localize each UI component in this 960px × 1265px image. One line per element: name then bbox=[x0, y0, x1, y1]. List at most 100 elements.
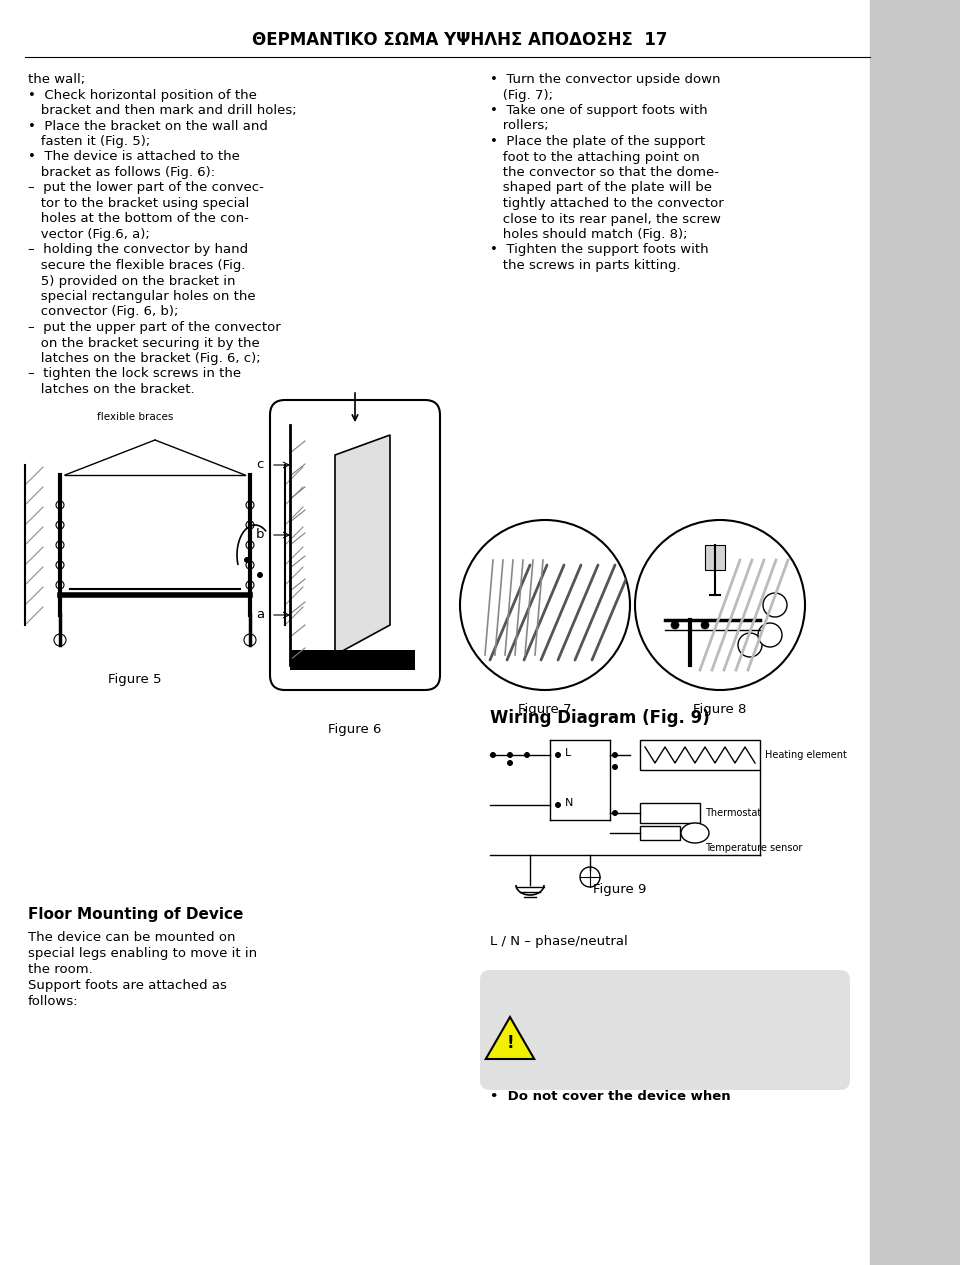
Text: a: a bbox=[256, 608, 264, 621]
Circle shape bbox=[246, 541, 254, 549]
Bar bbox=[870, 0, 960, 1265]
Text: rollers;: rollers; bbox=[490, 119, 548, 133]
Text: convector (Fig. 6, b);: convector (Fig. 6, b); bbox=[28, 306, 179, 319]
Circle shape bbox=[246, 521, 254, 529]
Text: bracket as follows (Fig. 6):: bracket as follows (Fig. 6): bbox=[28, 166, 215, 180]
Text: Temperature sensor: Temperature sensor bbox=[705, 842, 803, 853]
Text: the room.: the room. bbox=[28, 963, 93, 977]
Bar bbox=[640, 826, 680, 840]
Text: The device can be mounted on: The device can be mounted on bbox=[28, 931, 235, 944]
Text: foot to the attaching point on: foot to the attaching point on bbox=[490, 151, 700, 163]
Text: •  Place the plate of the support: • Place the plate of the support bbox=[490, 135, 706, 148]
Text: vector (Fig.6, a);: vector (Fig.6, a); bbox=[28, 228, 150, 242]
Circle shape bbox=[257, 572, 263, 578]
Text: special rectangular holes on the: special rectangular holes on the bbox=[28, 290, 255, 304]
Circle shape bbox=[246, 560, 254, 569]
Circle shape bbox=[56, 521, 64, 529]
Circle shape bbox=[246, 581, 254, 589]
Text: Heating element: Heating element bbox=[765, 750, 847, 760]
Circle shape bbox=[507, 760, 513, 767]
Text: special legs enabling to move it in: special legs enabling to move it in bbox=[28, 947, 257, 960]
Text: the screws in parts kitting.: the screws in parts kitting. bbox=[490, 259, 681, 272]
Text: holes at the bottom of the con-: holes at the bottom of the con- bbox=[28, 213, 249, 225]
Text: Floor Mounting of Device: Floor Mounting of Device bbox=[28, 907, 244, 922]
Text: •  The device is attached to the: • The device is attached to the bbox=[28, 151, 240, 163]
FancyBboxPatch shape bbox=[270, 400, 440, 689]
Circle shape bbox=[612, 764, 618, 770]
Ellipse shape bbox=[681, 824, 709, 842]
Circle shape bbox=[612, 810, 618, 816]
Text: (Fig. 7);: (Fig. 7); bbox=[490, 89, 553, 101]
Text: !: ! bbox=[506, 1034, 514, 1052]
Text: •  Check horizontal position of the: • Check horizontal position of the bbox=[28, 89, 257, 101]
Text: •  Turn the convector upside down: • Turn the convector upside down bbox=[490, 73, 721, 86]
Circle shape bbox=[56, 501, 64, 509]
Text: –  holding the convector by hand: – holding the convector by hand bbox=[28, 243, 248, 257]
Text: Thermostat: Thermostat bbox=[705, 808, 761, 818]
Text: c: c bbox=[256, 458, 264, 472]
Circle shape bbox=[524, 751, 530, 758]
Text: on the bracket securing it by the: on the bracket securing it by the bbox=[28, 336, 260, 349]
Text: 5) provided on the bracket in: 5) provided on the bracket in bbox=[28, 275, 235, 287]
Polygon shape bbox=[335, 435, 390, 655]
Text: latches on the bracket (Fig. 6, c);: latches on the bracket (Fig. 6, c); bbox=[28, 352, 260, 366]
Text: the wall;: the wall; bbox=[28, 73, 85, 86]
Bar bbox=[640, 740, 760, 770]
Circle shape bbox=[555, 751, 561, 758]
Circle shape bbox=[56, 541, 64, 549]
Text: tor to the bracket using special: tor to the bracket using special bbox=[28, 197, 250, 210]
Text: secure the flexible braces (Fig.: secure the flexible braces (Fig. bbox=[28, 259, 246, 272]
Circle shape bbox=[671, 621, 679, 629]
Text: L: L bbox=[565, 748, 571, 758]
Circle shape bbox=[635, 520, 805, 689]
Circle shape bbox=[738, 632, 762, 657]
Text: shaped part of the plate will be: shaped part of the plate will be bbox=[490, 181, 712, 195]
Text: fasten it (Fig. 5);: fasten it (Fig. 5); bbox=[28, 135, 151, 148]
Circle shape bbox=[701, 621, 709, 629]
Text: tightly attached to the convector: tightly attached to the convector bbox=[490, 197, 724, 210]
Text: –  put the upper part of the convector: – put the upper part of the convector bbox=[28, 321, 280, 334]
Text: close to its rear panel, the screw: close to its rear panel, the screw bbox=[490, 213, 721, 225]
Text: ΘΕΡΜΑΝΤΙΚΟ ΣΩΜΑ ΥΨΗΛΗΣ ΑΠΟΔΟΣΗΣ  17: ΘΕΡΜΑΝΤΙΚΟ ΣΩΜΑ ΥΨΗΛΗΣ ΑΠΟΔΟΣΗΣ 17 bbox=[252, 32, 668, 49]
Text: b: b bbox=[255, 529, 264, 541]
Bar bbox=[290, 650, 415, 670]
Text: the convector so that the dome-: the convector so that the dome- bbox=[490, 166, 719, 180]
Circle shape bbox=[54, 634, 66, 646]
FancyBboxPatch shape bbox=[480, 970, 850, 1090]
Circle shape bbox=[763, 593, 787, 617]
Text: latches on the bracket.: latches on the bracket. bbox=[28, 383, 195, 396]
Bar bbox=[640, 803, 700, 824]
Text: •  Do not cover the device when: • Do not cover the device when bbox=[490, 1090, 731, 1103]
Text: flexible braces: flexible braces bbox=[97, 412, 173, 423]
Circle shape bbox=[555, 802, 561, 808]
Circle shape bbox=[56, 560, 64, 569]
Text: N: N bbox=[565, 798, 573, 808]
Circle shape bbox=[244, 634, 256, 646]
Text: Figure 5: Figure 5 bbox=[108, 673, 161, 687]
Bar bbox=[705, 545, 725, 571]
Circle shape bbox=[507, 751, 513, 758]
Text: Support foots are attached as: Support foots are attached as bbox=[28, 979, 227, 992]
Polygon shape bbox=[486, 1017, 535, 1059]
Text: •  Tighten the support foots with: • Tighten the support foots with bbox=[490, 243, 708, 257]
Circle shape bbox=[246, 501, 254, 509]
Text: Wiring Diagram (Fig. 9): Wiring Diagram (Fig. 9) bbox=[490, 708, 709, 727]
Text: follows:: follows: bbox=[28, 996, 79, 1008]
Text: –  put the lower part of the convec-: – put the lower part of the convec- bbox=[28, 181, 264, 195]
Circle shape bbox=[56, 581, 64, 589]
Text: holes should match (Fig. 8);: holes should match (Fig. 8); bbox=[490, 228, 687, 242]
Circle shape bbox=[758, 622, 782, 646]
Text: L / N – phase/neutral: L / N – phase/neutral bbox=[490, 935, 628, 947]
Text: bracket and then mark and drill holes;: bracket and then mark and drill holes; bbox=[28, 104, 297, 116]
Text: •  Take one of support foots with: • Take one of support foots with bbox=[490, 104, 708, 116]
Circle shape bbox=[490, 751, 496, 758]
Circle shape bbox=[244, 557, 250, 563]
Text: •  Place the bracket on the wall and: • Place the bracket on the wall and bbox=[28, 119, 268, 133]
Text: Figure 6: Figure 6 bbox=[328, 724, 382, 736]
Text: Figure 7: Figure 7 bbox=[518, 703, 572, 716]
Text: Figure 9: Figure 9 bbox=[593, 883, 647, 897]
Circle shape bbox=[612, 751, 618, 758]
Text: Figure 8: Figure 8 bbox=[693, 703, 747, 716]
Circle shape bbox=[460, 520, 630, 689]
Circle shape bbox=[580, 867, 600, 887]
